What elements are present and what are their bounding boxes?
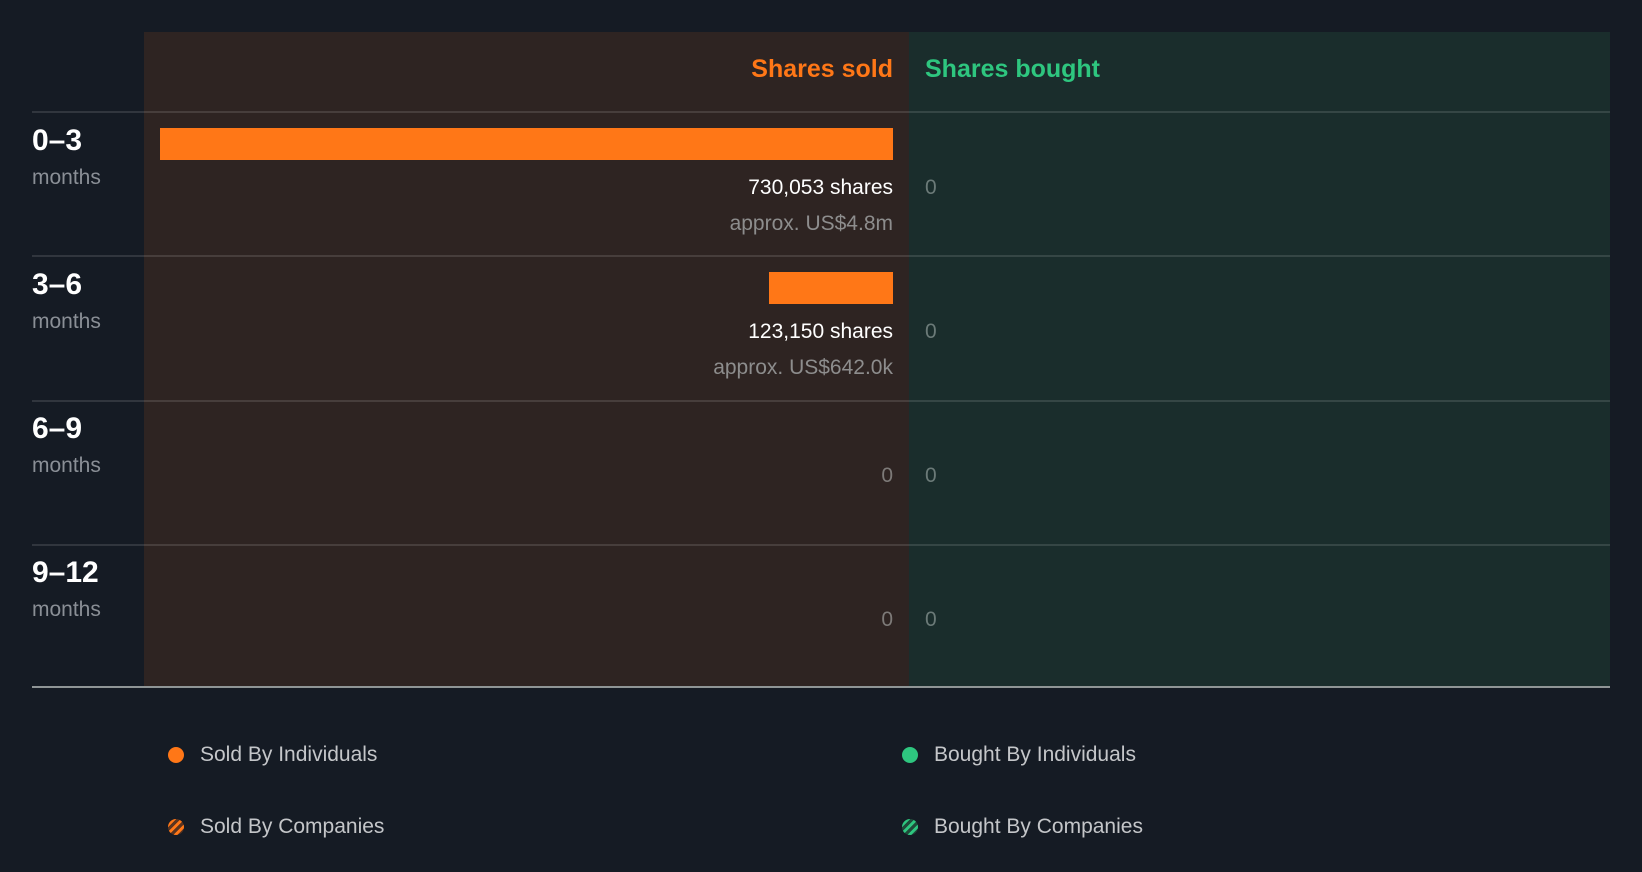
sold-value-9-12: 0 [881, 608, 893, 631]
legend-bought-by-individuals[interactable]: Bought By Individuals [902, 743, 1136, 767]
shares-bought-header: Shares bought [925, 55, 1101, 83]
x-axis-line [32, 686, 1610, 688]
legend-label: Bought By Individuals [934, 743, 1136, 766]
shares-sold-header: Shares sold [751, 55, 893, 83]
legend-sold-by-individuals[interactable]: Sold By Individuals [168, 743, 377, 767]
green-striped-dot-icon [902, 819, 918, 835]
row-label-3-6: 3–6 months [32, 268, 101, 334]
row-divider [32, 544, 1610, 546]
bought-value-9-12: 0 [925, 608, 937, 631]
row-divider [32, 255, 1610, 257]
orange-dot-icon [168, 747, 184, 763]
sold-info-0-3: 730,053 shares approx. US$4.8m [730, 176, 893, 236]
sold-bar-0-3[interactable] [160, 128, 893, 160]
period-unit: months [32, 310, 101, 333]
sold-info-3-6: 123,150 shares approx. US$642.0k [713, 320, 893, 380]
period-range: 6–9 [32, 412, 83, 445]
sold-shares: 730,053 shares [748, 176, 893, 199]
sold-shares: 123,150 shares [748, 320, 893, 343]
sold-value: approx. US$4.8m [729, 212, 893, 235]
row-label-0-3: 0–3 months [32, 124, 101, 190]
legend-sold-by-companies[interactable]: Sold By Companies [168, 815, 384, 839]
green-dot-icon [902, 747, 918, 763]
bought-value-0-3: 0 [925, 176, 937, 199]
row-label-9-12: 9–12 months [32, 556, 101, 622]
legend-label: Sold By Companies [200, 815, 385, 838]
sold-value: approx. US$642.0k [713, 356, 893, 379]
legend-label: Sold By Individuals [200, 743, 378, 766]
period-range: 9–12 [32, 556, 99, 589]
header-divider [32, 111, 1610, 113]
period-range: 3–6 [32, 268, 83, 301]
bought-value-6-9: 0 [925, 464, 937, 487]
row-label-6-9: 6–9 months [32, 412, 101, 478]
period-unit: months [32, 454, 101, 477]
orange-striped-dot-icon [168, 819, 184, 835]
period-range: 0–3 [32, 124, 83, 157]
sold-value-6-9: 0 [881, 464, 893, 487]
bought-value-3-6: 0 [925, 320, 937, 343]
shares-bought-panel [909, 32, 1610, 687]
period-unit: months [32, 598, 101, 621]
legend-label: Bought By Companies [934, 815, 1143, 838]
row-divider [32, 400, 1610, 402]
legend-bought-by-companies[interactable]: Bought By Companies [902, 815, 1143, 839]
period-unit: months [32, 166, 101, 189]
sold-bar-3-6[interactable] [769, 272, 893, 304]
